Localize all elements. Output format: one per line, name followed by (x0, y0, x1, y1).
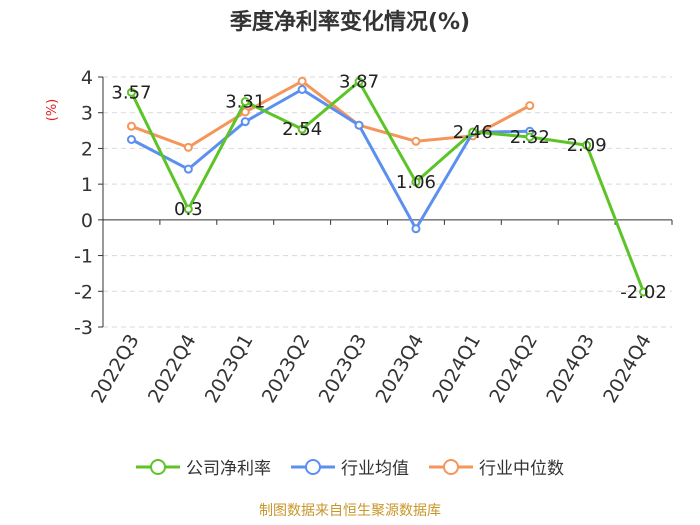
data-point (468, 127, 478, 137)
data-label-layer: 3.57 0.3 3.31 2.54 3.87 1.06 2.46 2.32 2.09 -2.02 (111, 72, 666, 303)
legend-item: 行业中位数 (429, 454, 564, 479)
x-tick-label: 2023Q3 (315, 331, 372, 407)
x-tick-label: 2024Q3 (542, 331, 599, 407)
data-point (126, 135, 136, 144)
y-axis-label: (%) (45, 99, 60, 122)
series-line (130, 80, 645, 293)
data-point (126, 87, 136, 97)
legend-label: 行业中位数 (479, 459, 564, 479)
data-label: 0.3 (174, 199, 203, 220)
y-tick-label: 3 (81, 103, 93, 125)
data-point (183, 204, 193, 214)
data-point (639, 287, 649, 297)
data-label: -2.02 (620, 282, 667, 303)
grid-layer (103, 76, 672, 328)
x-tick-label: 2024Q2 (485, 331, 542, 407)
data-point (183, 164, 193, 174)
data-point (411, 136, 421, 146)
data-label: 3.87 (339, 72, 379, 93)
data-label: 2.46 (453, 122, 493, 143)
data-point (411, 177, 421, 187)
legend-line-icon (429, 458, 473, 475)
legend-label: 公司净利率 (186, 459, 271, 479)
legend: 公司净利率 行业均值 行业中位数 (0, 454, 700, 479)
series-line (130, 79, 531, 149)
source-note: 制图数据来自恒生聚源数据库 (259, 503, 441, 519)
x-tick-label: 2023Q2 (258, 331, 315, 407)
x-tick-label: 2023Q4 (372, 331, 429, 407)
data-point (411, 224, 421, 234)
y-tick-label: 2 (81, 138, 93, 160)
data-point (240, 107, 250, 117)
data-point (183, 142, 193, 152)
data-label: 2.54 (282, 119, 322, 140)
x-tick-label: 2024Q1 (428, 330, 485, 406)
x-tick-label: 2024Q4 (599, 331, 656, 407)
data-label: 3.31 (225, 92, 265, 113)
y-tick-label: 0 (81, 210, 93, 232)
data-point (525, 132, 535, 142)
chart-title: 季度净利率变化情况(%) (229, 10, 471, 35)
data-point (525, 101, 535, 111)
data-point (126, 121, 136, 131)
data-point (354, 120, 364, 130)
data-label: 3.57 (111, 82, 151, 103)
y-tick-label: 4 (81, 67, 93, 89)
data-point (297, 124, 307, 134)
y-tick-label: -3 (74, 317, 93, 339)
data-label: 2.09 (567, 135, 607, 156)
data-point (297, 76, 307, 86)
legend-item: 公司净利率 (136, 454, 271, 479)
legend-line-icon (291, 458, 335, 475)
legend-label: 行业均值 (341, 459, 409, 479)
legend-item: 行业均值 (291, 454, 409, 479)
y-tick-label: -2 (74, 281, 93, 303)
x-tick-label: 2023Q1 (201, 331, 258, 407)
data-point (297, 85, 307, 94)
data-point (354, 77, 364, 87)
series-layer (126, 76, 649, 297)
data-label: 2.32 (510, 127, 550, 148)
data-label: 1.06 (396, 172, 436, 193)
x-tick-label: 2022Q3 (87, 331, 144, 407)
data-point (582, 140, 592, 150)
legend-line-icon (136, 458, 180, 475)
series-line (130, 88, 530, 231)
data-point (240, 97, 250, 107)
data-point (240, 117, 250, 127)
x-tick-label: 2022Q4 (144, 331, 201, 407)
y-tick-label: -1 (74, 246, 93, 268)
y-tick-label: 1 (81, 174, 93, 196)
